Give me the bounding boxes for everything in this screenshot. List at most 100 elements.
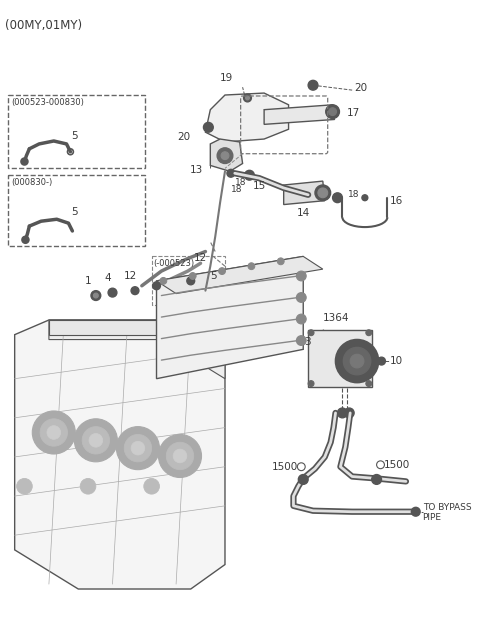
Circle shape <box>153 282 160 290</box>
Circle shape <box>366 381 372 387</box>
Polygon shape <box>156 257 303 379</box>
Circle shape <box>277 258 284 265</box>
Circle shape <box>337 408 347 418</box>
Circle shape <box>94 293 98 298</box>
Text: 1500: 1500 <box>272 461 299 472</box>
Text: 12: 12 <box>194 253 207 263</box>
Text: 1: 1 <box>85 276 91 286</box>
Circle shape <box>336 340 379 383</box>
Circle shape <box>131 287 139 294</box>
Circle shape <box>217 148 233 163</box>
Circle shape <box>117 427 159 470</box>
Circle shape <box>308 381 314 387</box>
Bar <box>152 257 225 305</box>
Bar <box>8 175 145 246</box>
Text: 18: 18 <box>231 185 242 194</box>
Circle shape <box>218 268 226 275</box>
Text: TO BYPASS: TO BYPASS <box>422 503 471 512</box>
Circle shape <box>378 357 385 365</box>
Circle shape <box>158 435 202 477</box>
Circle shape <box>91 291 101 300</box>
Text: 18: 18 <box>235 178 246 187</box>
Text: 1364: 1364 <box>323 313 349 323</box>
Polygon shape <box>156 257 323 294</box>
Circle shape <box>187 277 195 285</box>
Circle shape <box>318 188 328 198</box>
Circle shape <box>299 474 308 484</box>
Text: 18: 18 <box>348 190 360 199</box>
Polygon shape <box>210 139 242 172</box>
Text: 1500: 1500 <box>384 460 410 470</box>
Circle shape <box>333 193 342 203</box>
Text: 5: 5 <box>210 271 217 281</box>
Circle shape <box>173 449 187 463</box>
Circle shape <box>40 419 68 446</box>
Circle shape <box>204 122 213 132</box>
Bar <box>8 95 145 168</box>
Text: 12: 12 <box>123 271 137 281</box>
Polygon shape <box>284 181 325 205</box>
Text: (000523-000830): (000523-000830) <box>12 98 84 107</box>
Circle shape <box>160 278 167 284</box>
Circle shape <box>296 292 306 302</box>
Circle shape <box>89 433 103 447</box>
Circle shape <box>74 419 118 462</box>
Bar <box>308 330 372 387</box>
Text: 3: 3 <box>304 337 311 346</box>
Circle shape <box>166 442 194 470</box>
Text: 5: 5 <box>72 131 78 141</box>
Circle shape <box>296 335 306 346</box>
Circle shape <box>21 158 28 165</box>
Text: 17: 17 <box>347 108 360 118</box>
Text: (000830-): (000830-) <box>12 178 53 187</box>
Text: 20: 20 <box>178 132 191 142</box>
Circle shape <box>326 105 339 118</box>
Circle shape <box>244 170 254 180</box>
Polygon shape <box>49 320 225 379</box>
Circle shape <box>131 442 145 455</box>
Circle shape <box>315 185 331 201</box>
Circle shape <box>343 348 371 375</box>
Circle shape <box>296 271 306 281</box>
Circle shape <box>227 170 235 177</box>
Polygon shape <box>264 105 335 124</box>
Circle shape <box>243 94 252 102</box>
Polygon shape <box>15 320 225 589</box>
Text: 15: 15 <box>252 181 266 191</box>
Circle shape <box>308 81 318 90</box>
Circle shape <box>80 479 96 494</box>
Circle shape <box>372 474 382 484</box>
Circle shape <box>362 195 368 201</box>
Circle shape <box>296 314 306 324</box>
Circle shape <box>144 479 159 494</box>
Text: (00MY,01MY): (00MY,01MY) <box>5 19 82 32</box>
Circle shape <box>344 408 354 418</box>
Circle shape <box>32 411 75 454</box>
Circle shape <box>17 479 32 494</box>
Text: PIPE: PIPE <box>422 513 442 522</box>
Circle shape <box>22 236 29 243</box>
Text: 4: 4 <box>104 273 111 283</box>
Circle shape <box>124 435 152 462</box>
Circle shape <box>189 273 196 280</box>
Text: 16: 16 <box>389 196 403 205</box>
Circle shape <box>248 263 255 269</box>
Circle shape <box>108 288 117 297</box>
Polygon shape <box>49 320 161 335</box>
Text: 20: 20 <box>354 83 367 93</box>
Circle shape <box>82 427 109 454</box>
Text: 10: 10 <box>389 356 402 366</box>
Text: 13: 13 <box>190 165 204 175</box>
Text: 19: 19 <box>219 73 233 83</box>
Circle shape <box>221 152 229 159</box>
Circle shape <box>308 330 314 335</box>
Circle shape <box>366 330 372 335</box>
Polygon shape <box>205 93 288 142</box>
Circle shape <box>47 426 60 439</box>
Circle shape <box>411 508 420 516</box>
Circle shape <box>246 96 250 100</box>
Circle shape <box>350 354 364 368</box>
Text: (-000523): (-000523) <box>154 259 195 268</box>
Circle shape <box>329 108 336 116</box>
Text: 14: 14 <box>297 207 310 218</box>
